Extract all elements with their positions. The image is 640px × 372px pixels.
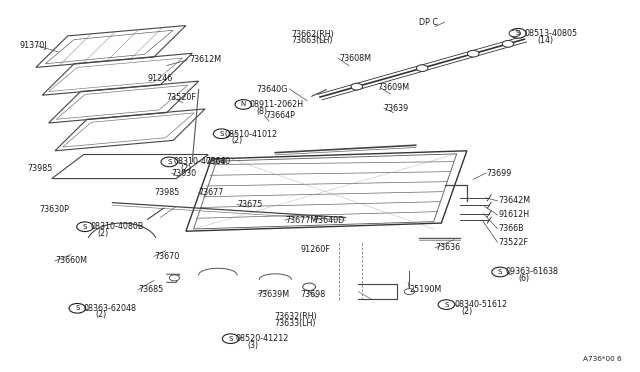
Text: 73632(RH): 73632(RH)	[274, 312, 317, 321]
Circle shape	[303, 283, 316, 291]
Circle shape	[69, 304, 86, 313]
Circle shape	[417, 65, 428, 71]
Text: 73985: 73985	[154, 188, 179, 197]
Text: 73640D: 73640D	[314, 216, 345, 225]
Text: 73520F: 73520F	[167, 93, 196, 102]
Text: (6): (6)	[518, 274, 529, 283]
Text: (3): (3)	[247, 341, 259, 350]
Text: S: S	[498, 269, 502, 275]
Text: (2): (2)	[95, 311, 106, 320]
Text: 73522F: 73522F	[499, 238, 529, 247]
Text: DP C: DP C	[419, 18, 438, 27]
Text: 91612H: 91612H	[499, 211, 530, 219]
Circle shape	[161, 157, 177, 167]
Text: 73685: 73685	[138, 285, 163, 294]
Text: 73663(LH): 73663(LH)	[291, 36, 333, 45]
Text: 73633(LH): 73633(LH)	[274, 319, 316, 328]
Text: 73660M: 73660M	[55, 256, 87, 265]
Circle shape	[502, 41, 514, 47]
Text: 91260F: 91260F	[301, 245, 331, 254]
Text: A736*00 6: A736*00 6	[583, 356, 621, 362]
Text: S: S	[75, 305, 79, 311]
Text: S: S	[220, 131, 224, 137]
Text: 73699: 73699	[486, 169, 511, 177]
Circle shape	[77, 222, 93, 232]
Text: 73677: 73677	[198, 188, 224, 197]
Text: (2): (2)	[180, 164, 192, 173]
Text: 73608M: 73608M	[339, 54, 371, 62]
Text: 7366B: 7366B	[499, 224, 524, 233]
Text: (2): (2)	[232, 136, 243, 145]
Text: 08510-41012: 08510-41012	[224, 129, 277, 139]
Text: 08363-62048: 08363-62048	[84, 304, 137, 313]
Text: 73636: 73636	[435, 243, 460, 252]
Text: 73612M: 73612M	[189, 55, 221, 64]
Text: 08310-40808: 08310-40808	[173, 157, 226, 166]
Text: (8): (8)	[256, 108, 268, 116]
Text: 09363-61638: 09363-61638	[505, 267, 558, 276]
Text: S: S	[228, 336, 233, 342]
Text: 25190M: 25190M	[410, 285, 442, 294]
Text: 08513-40805: 08513-40805	[524, 29, 577, 38]
Circle shape	[170, 275, 179, 281]
Text: S: S	[444, 302, 449, 308]
Text: 08520-41212: 08520-41212	[236, 334, 289, 343]
Circle shape	[213, 129, 230, 138]
Text: S: S	[167, 159, 172, 165]
Text: S: S	[83, 224, 87, 230]
Circle shape	[404, 289, 415, 295]
Text: S: S	[516, 30, 520, 36]
Text: (2): (2)	[462, 307, 473, 316]
Text: N: N	[241, 102, 246, 108]
Text: 73664P: 73664P	[266, 111, 296, 120]
Text: 08340-51612: 08340-51612	[454, 300, 508, 309]
Circle shape	[467, 50, 479, 57]
Text: (2): (2)	[98, 229, 109, 238]
Text: 73677M: 73677M	[285, 216, 317, 225]
Text: 73640G: 73640G	[256, 85, 287, 94]
Text: 08310-4080B: 08310-4080B	[90, 222, 143, 231]
Text: 91246: 91246	[148, 74, 173, 83]
Circle shape	[222, 334, 239, 343]
Text: 08911-2062H: 08911-2062H	[250, 100, 304, 109]
Text: (14): (14)	[537, 36, 553, 45]
Text: 73639M: 73639M	[257, 290, 289, 299]
Circle shape	[438, 300, 455, 310]
Circle shape	[235, 100, 252, 109]
Circle shape	[492, 267, 508, 277]
Text: 73662(RH): 73662(RH)	[291, 29, 334, 39]
Circle shape	[509, 29, 526, 38]
Text: 73630P: 73630P	[39, 205, 69, 214]
Text: 73985: 73985	[28, 164, 53, 173]
Text: 73639: 73639	[384, 104, 409, 113]
Text: 73609M: 73609M	[378, 83, 410, 92]
Text: 73630: 73630	[172, 169, 197, 177]
Text: 91370J: 91370J	[20, 41, 47, 50]
Text: 73670: 73670	[154, 252, 179, 261]
Circle shape	[509, 30, 520, 37]
Text: 73675: 73675	[237, 200, 262, 209]
Text: 73642M: 73642M	[499, 196, 531, 205]
Text: 73698: 73698	[301, 290, 326, 299]
Text: 73640: 73640	[205, 157, 230, 166]
Circle shape	[351, 83, 362, 90]
